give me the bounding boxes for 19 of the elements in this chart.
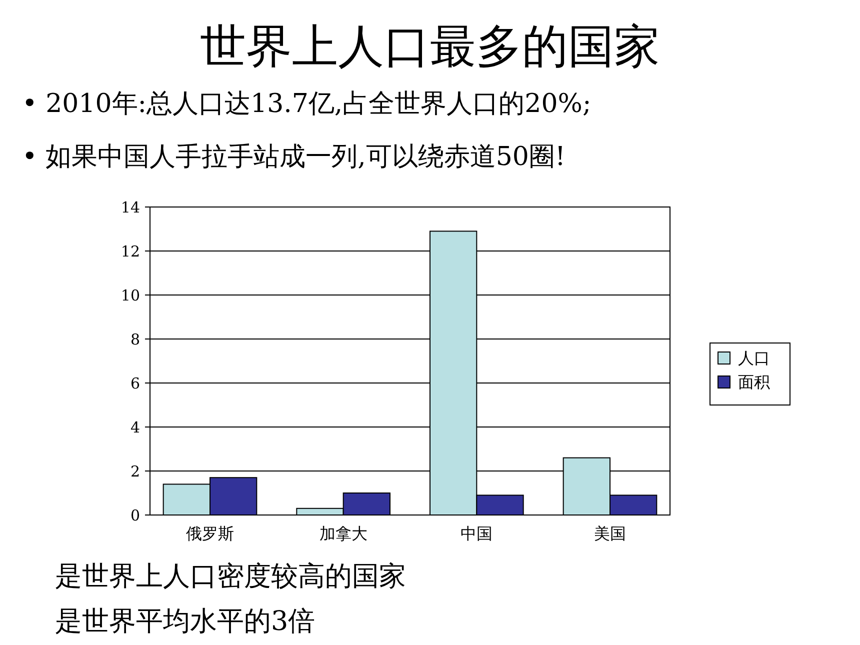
legend-label: 面积 — [738, 372, 770, 392]
y-tick-label: 0 — [130, 506, 140, 524]
y-tick-label: 2 — [130, 462, 140, 480]
x-tick-label: 俄罗斯 — [186, 524, 234, 543]
legend-label: 人口 — [738, 348, 770, 368]
text: 是世界上人口密度较高的国家 — [55, 561, 406, 592]
text: 是世界平均水平的3倍 — [55, 606, 316, 637]
x-tick-label: 美国 — [594, 524, 626, 543]
y-tick-label: 14 — [120, 198, 140, 216]
y-tick-label: 6 — [130, 374, 140, 392]
y-tick-label: 4 — [130, 418, 140, 436]
x-tick-label: 加拿大 — [319, 524, 368, 543]
text: • 如果中国人手拉手站成一列,可以绕赤道50圈! — [22, 142, 566, 172]
x-tick-label: 中国 — [460, 524, 493, 543]
y-tick-label: 10 — [120, 286, 140, 304]
y-tick-label: 8 — [130, 330, 140, 348]
text: • 2010年:总人口达13.7亿,占全世界人口的20%; — [22, 89, 592, 119]
chart-title: 世界上人口最多的国家 — [200, 19, 660, 73]
y-tick-label: 12 — [120, 242, 140, 260]
